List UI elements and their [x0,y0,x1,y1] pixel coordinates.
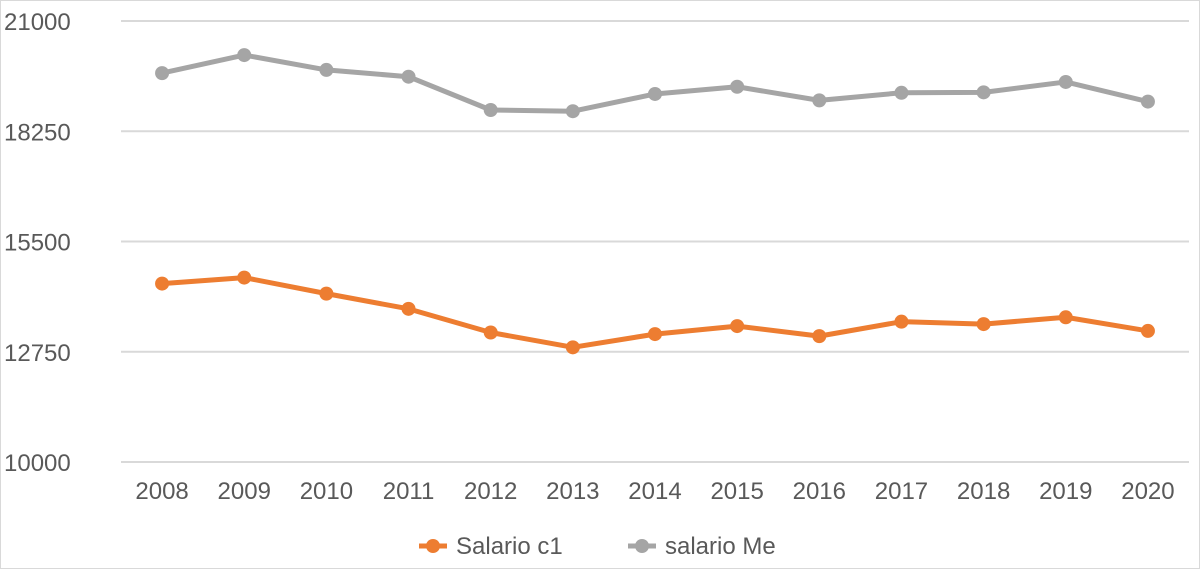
data-point [976,317,991,332]
data-point [1058,74,1073,89]
x-tick-label: 2013 [546,478,599,505]
x-tick-label: 2016 [793,478,846,505]
series-salario-me [155,48,1155,119]
y-axis-ticks: 10000 12750 15500 18250 21000 [4,9,71,477]
series-layer [155,48,1155,355]
y-tick-label: 12750 [4,340,71,367]
data-point [237,48,252,63]
x-tick-label: 2019 [1039,478,1092,505]
data-point [237,270,252,285]
series-line [159,52,1151,114]
data-point [483,325,498,340]
data-point [565,340,580,355]
data-point [401,301,416,316]
x-tick-label: 2014 [628,478,681,505]
x-tick-label: 2009 [218,478,271,505]
gridlines [121,20,1189,463]
data-point [730,79,745,94]
x-tick-label: 2017 [875,478,928,505]
data-point [812,329,827,344]
data-point [319,286,334,301]
data-point [1140,94,1155,109]
data-point [155,66,170,81]
legend: Salario c1 salario Me [419,533,776,560]
data-point [155,276,170,291]
data-point [812,93,827,108]
x-tick-label: 2012 [464,478,517,505]
y-tick-label: 18250 [4,119,71,146]
x-tick-label: 2018 [957,478,1010,505]
legend-dot-marker [635,539,649,553]
x-tick-label: 2011 [383,478,435,505]
x-axis-ticks: 2008 2009 2010 2011 2012 2013 2014 2015 2016 2017… [135,478,1174,505]
data-point [648,327,662,342]
data-point [401,69,416,84]
series-salario-c1 [155,270,1155,355]
data-point [1140,323,1155,338]
data-point [483,103,498,118]
x-tick-label: 2010 [300,478,353,505]
data-point [565,104,580,119]
data-point [1058,310,1073,325]
data-point [648,86,662,101]
x-tick-label: 2020 [1121,478,1174,505]
x-tick-label: 2015 [710,478,763,505]
x-tick-label: 2008 [135,478,188,505]
data-point [894,314,909,329]
legend-label: salario Me [665,533,776,560]
legend-item-salario-c1: Salario c1 [419,533,563,560]
data-point [730,319,745,334]
y-tick-label: 21000 [4,9,71,36]
y-tick-label: 15500 [4,230,71,257]
legend-label: Salario c1 [456,533,563,560]
legend-item-salario-me: salario Me [628,533,776,560]
data-point [894,85,909,100]
data-point [319,62,334,77]
y-tick-label: 10000 [4,450,71,477]
legend-dot-marker [426,539,440,553]
data-point [976,85,991,100]
